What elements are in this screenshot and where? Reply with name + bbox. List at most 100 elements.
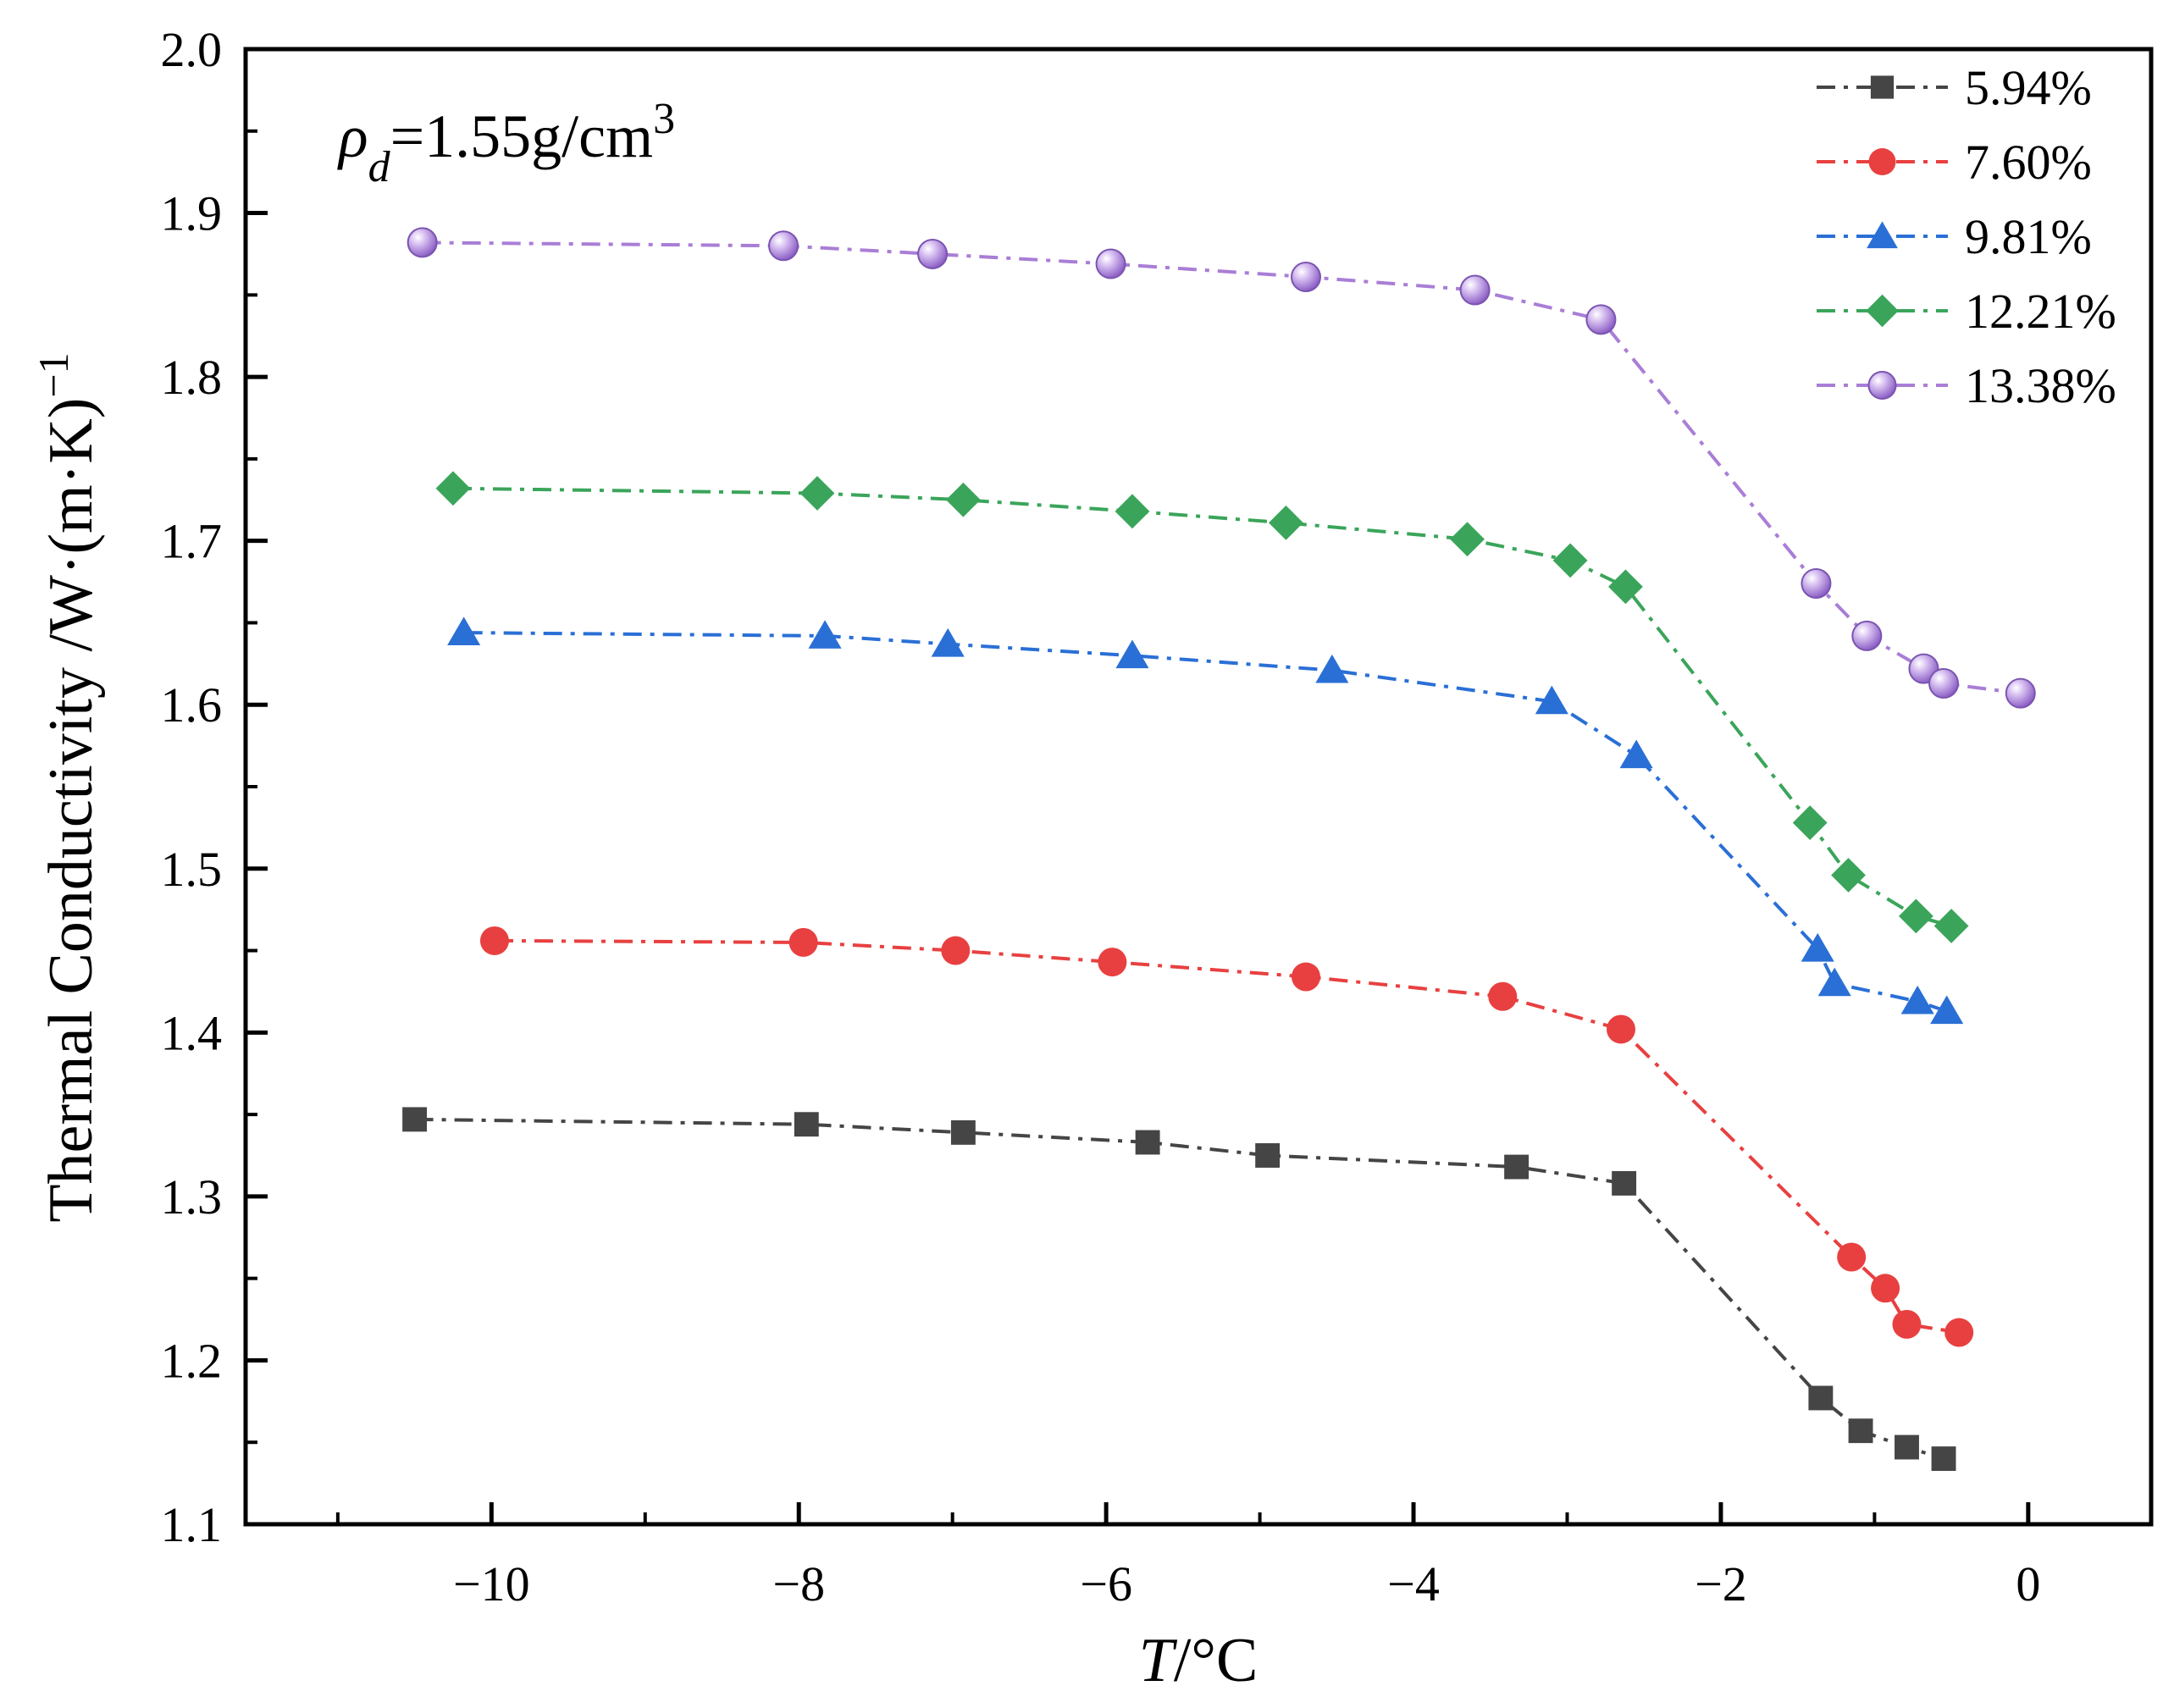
data-point xyxy=(1848,1418,1873,1444)
annotation-symbol: ρ xyxy=(337,102,368,170)
data-point xyxy=(1892,1309,1922,1339)
data-point xyxy=(788,927,818,957)
axis-ticks: −10 −8 −6 −4 −2 0 1.1 1.2 1.3 1.4 1.5 1.6 1.7 1.8 1.9 2… xyxy=(161,22,2041,1611)
series-line-1 xyxy=(414,1117,1944,1461)
data-point xyxy=(1900,985,1934,1014)
x-axis-title-var: T xyxy=(1139,1626,1178,1695)
data-point xyxy=(1459,274,1491,306)
legend-label: 12.21% xyxy=(1965,284,2116,339)
y-tick-label: 1.9 xyxy=(161,186,223,241)
x-axis-title-unit: /°C xyxy=(1174,1626,1258,1695)
x-axis-title: T/°C xyxy=(1139,1626,1258,1695)
y-tick-label: 1.4 xyxy=(161,1005,223,1060)
series-line-2 xyxy=(494,938,1960,1335)
y-tick-label: 2.0 xyxy=(161,22,223,77)
data-point xyxy=(1535,685,1568,715)
y-tick-label: 1.2 xyxy=(161,1333,223,1388)
data-point xyxy=(1552,543,1588,578)
data-point xyxy=(1135,1130,1160,1155)
data-point xyxy=(1095,248,1126,279)
x-tick-label: 0 xyxy=(2016,1556,2040,1611)
annotation-main: =1.55g/cm xyxy=(390,102,654,170)
legend-label: 5.94% xyxy=(1965,60,2092,115)
data-point xyxy=(435,471,471,506)
data-point xyxy=(1851,620,1883,651)
y-tick-label: 1.8 xyxy=(161,350,223,405)
legend-label: 13.38% xyxy=(1965,358,2116,413)
data-point xyxy=(1808,1385,1834,1411)
data-point xyxy=(808,620,842,649)
data-point xyxy=(1608,569,1643,605)
y-axis-title-main: Thermal Conductivity /W·(m·K) xyxy=(36,398,106,1223)
data-point xyxy=(1255,1143,1281,1168)
data-point xyxy=(1292,962,1321,992)
data-point xyxy=(1944,1318,1974,1347)
data-point xyxy=(1612,1170,1637,1196)
data-point xyxy=(1930,995,1964,1025)
data-point xyxy=(950,1119,976,1145)
data-point xyxy=(407,227,438,258)
data-point xyxy=(1504,1154,1530,1180)
annotation-subscript: d xyxy=(368,143,391,191)
data-point xyxy=(479,926,509,955)
data-point xyxy=(1606,1014,1635,1044)
y-tick-label: 1.5 xyxy=(161,842,223,897)
legend-marker xyxy=(1870,75,1895,99)
data-point xyxy=(1792,805,1828,840)
y-tick-label: 1.3 xyxy=(161,1169,223,1224)
x-tick-label: −8 xyxy=(772,1556,825,1611)
data-point xyxy=(1831,858,1866,893)
data-point xyxy=(1098,948,1127,977)
legend-label: 7.60% xyxy=(1965,135,2092,190)
data-point xyxy=(768,230,799,262)
data-point xyxy=(1895,1434,1919,1460)
data-point xyxy=(1928,668,1960,699)
y-axis-title-sup: −1 xyxy=(30,352,77,397)
data-point xyxy=(945,482,981,517)
data-point xyxy=(1450,522,1485,557)
legend-marker xyxy=(1867,221,1898,249)
plot-frame xyxy=(243,47,2154,1527)
data-point xyxy=(1898,898,1933,934)
legend: 5.94% 7.60% 9.81% 12.21% 13.38% xyxy=(1817,60,2116,413)
y-tick-label: 1.7 xyxy=(161,514,223,569)
data-point xyxy=(1801,932,1834,962)
data-point xyxy=(1801,567,1832,599)
series-line-4 xyxy=(452,486,1952,928)
annotation-superscript: 3 xyxy=(653,95,675,143)
data-point xyxy=(2005,677,2036,709)
x-tick-label: −10 xyxy=(453,1556,530,1611)
x-tick-label: −2 xyxy=(1695,1556,1747,1611)
legend-marker xyxy=(1867,371,1897,400)
data-point xyxy=(1115,639,1149,669)
data-point xyxy=(1585,304,1617,335)
y-tick-label: 1.1 xyxy=(161,1497,223,1552)
data-point xyxy=(1871,1274,1900,1303)
data-point xyxy=(794,1112,819,1137)
data-point xyxy=(1931,1446,1956,1472)
series-line-5 xyxy=(422,240,2022,695)
data-point xyxy=(402,1107,428,1132)
data-point xyxy=(1488,981,1518,1011)
x-tick-label: −4 xyxy=(1387,1556,1440,1611)
data-point xyxy=(941,936,971,965)
data-point xyxy=(1291,262,1322,293)
legend-label: 9.81% xyxy=(1965,209,2092,264)
data-point xyxy=(1115,494,1150,529)
series-lines xyxy=(414,240,2022,1461)
data-point xyxy=(447,616,481,646)
data-point xyxy=(931,627,965,657)
series-line-3 xyxy=(463,631,1948,1014)
series-markers xyxy=(402,227,2036,1472)
y-axis-title: Thermal Conductivity /W·(m·K)−1 xyxy=(30,352,106,1222)
legend-marker xyxy=(1868,148,1896,175)
data-point xyxy=(1933,909,1969,943)
data-point xyxy=(1619,739,1653,769)
density-annotation: ρd=1.55g/cm3 xyxy=(337,95,675,191)
data-point xyxy=(1837,1242,1867,1272)
x-tick-label: −6 xyxy=(1080,1556,1132,1611)
data-point xyxy=(917,238,949,269)
data-point xyxy=(799,476,835,511)
data-point xyxy=(1269,505,1303,540)
